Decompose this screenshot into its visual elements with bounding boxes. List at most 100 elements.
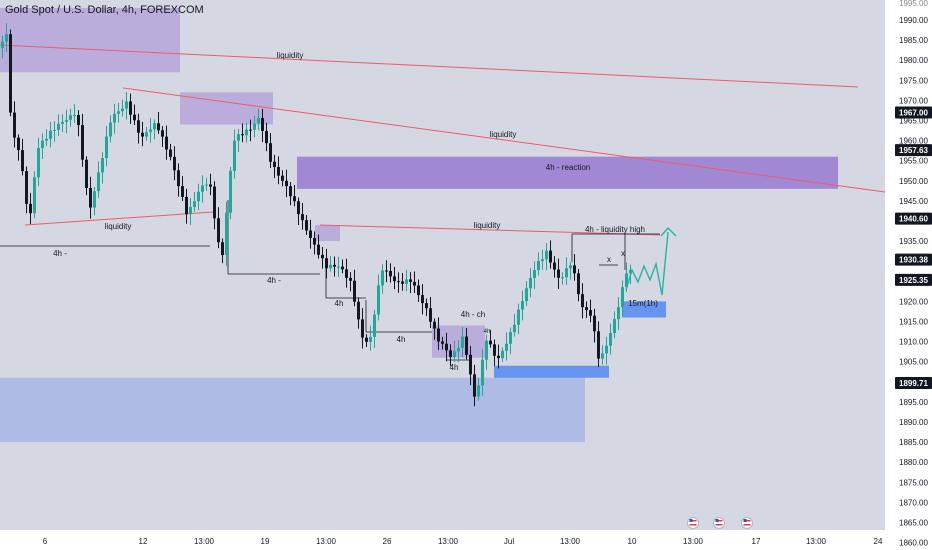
candle-body [285,180,288,187]
candle-body [41,140,44,149]
candle-body [529,277,532,289]
y-tick-label: 1960.00 [899,137,928,146]
liquidity-label-low: liquidity [105,222,132,231]
candle-body [409,279,412,282]
zone-purple-small [315,225,340,242]
candles-layer [1,23,632,407]
candle-body [257,117,260,124]
y-tick-label: 1910.00 [899,338,928,347]
candle-body [97,172,100,192]
y-tick-label: 1870.00 [899,498,928,507]
candle-body [341,266,344,270]
candle-body [433,321,436,329]
candle-body [481,359,484,386]
price-axis[interactable]: 1990.00 1985.00 1980.00 1975.00 1970.00 1965.… [895,0,932,548]
chart-title: Gold Spot / U.S. Dollar, 4h, FOREXCOM [5,4,204,16]
y-tick-label: 1935.00 [899,237,928,246]
candle-body [497,355,500,359]
candle-body [137,120,140,133]
zone-ch-label: 4h - ch [461,310,485,319]
projection-arrowhead [660,226,677,237]
price-label-bg [895,144,932,157]
candle-body [265,130,268,144]
candle-body [245,129,248,136]
us-flag-icon [741,517,753,529]
us-flag-icon [687,517,699,529]
x-tick-label: 13:00 [438,537,459,546]
candle-body [77,115,80,126]
x-tick-label: Jul [504,537,514,546]
candle-body [53,130,56,132]
x-tick-label: 12 [139,537,148,546]
y-tick-label: 1860.00 [899,539,928,548]
candle-body [601,353,604,359]
candle-body [141,132,144,137]
price-label: 1940.60 [899,215,928,224]
price-label-bg [895,106,932,119]
candle-body [173,156,176,171]
candle-body [201,185,204,192]
time-axis[interactable]: 6 12 13:00 19 13:00 26 13:00 Jul 13:00 10 13:00 17 1… [43,537,883,546]
us-flag-canton-icon [743,519,747,522]
trendline-liquidity-low [24,211,214,226]
x-tick-label: 13:00 [316,537,337,546]
price-label-bg [895,212,932,225]
plot-background [0,0,885,530]
candle-body [289,186,292,197]
price-label: 1899.71 [899,379,928,388]
candle-body [561,277,564,279]
candle-body [61,121,64,124]
candle-body [237,134,240,141]
candle-body [525,288,528,302]
zones-layer [0,7,838,443]
candle-body [133,114,136,121]
structure-label-4h-d: 4h [397,335,406,344]
candle-body [597,331,600,359]
candle-body [493,344,496,356]
candle-body [569,265,572,269]
candle-body [269,143,272,162]
y-tick-label-cut: 1995.00 [899,0,928,8]
candle-body [33,177,36,214]
annotations-layer: liquidity liquidity liquidity liquidity 4h -… [53,51,677,372]
candle-body [397,281,400,283]
candle-body [69,115,72,120]
y-tick-label: 1985.00 [899,36,928,45]
price-label: 1925.35 [899,276,928,285]
candle-body [377,285,380,315]
mark-x-a: x [607,255,611,264]
candle-body [421,295,424,304]
candle-body [169,149,172,157]
candle-body [373,314,376,337]
candle-body [81,125,84,160]
structure-label-4h-c: 4h [335,299,344,308]
candle-body [613,319,616,334]
candle-body [349,277,352,281]
candle-body [9,34,12,113]
y-tick-label: 1915.00 [899,318,928,327]
candle-body [249,129,252,131]
zone-blue-large [0,377,585,443]
candle-body [25,171,28,204]
zone-purple-top-left [0,7,180,73]
structure-label-4h-f: 4h [484,329,491,335]
candle-body [321,254,324,259]
candle-body [541,259,544,262]
candle-body [153,123,156,130]
candle-body [453,351,456,357]
projection-path [625,231,669,296]
candle-body [261,117,264,131]
candle-body [209,184,212,187]
y-tick-label: 1895.00 [899,398,928,407]
candle-body [509,332,512,344]
candle-body [469,354,472,375]
us-flag-canton-icon [689,519,693,522]
candle-body [1,41,4,49]
price-label-bg [895,273,932,286]
candle-body [565,268,568,278]
candle-body [281,175,284,181]
candle-body [413,281,416,286]
candle-body [389,270,392,277]
candle-body [369,336,372,342]
